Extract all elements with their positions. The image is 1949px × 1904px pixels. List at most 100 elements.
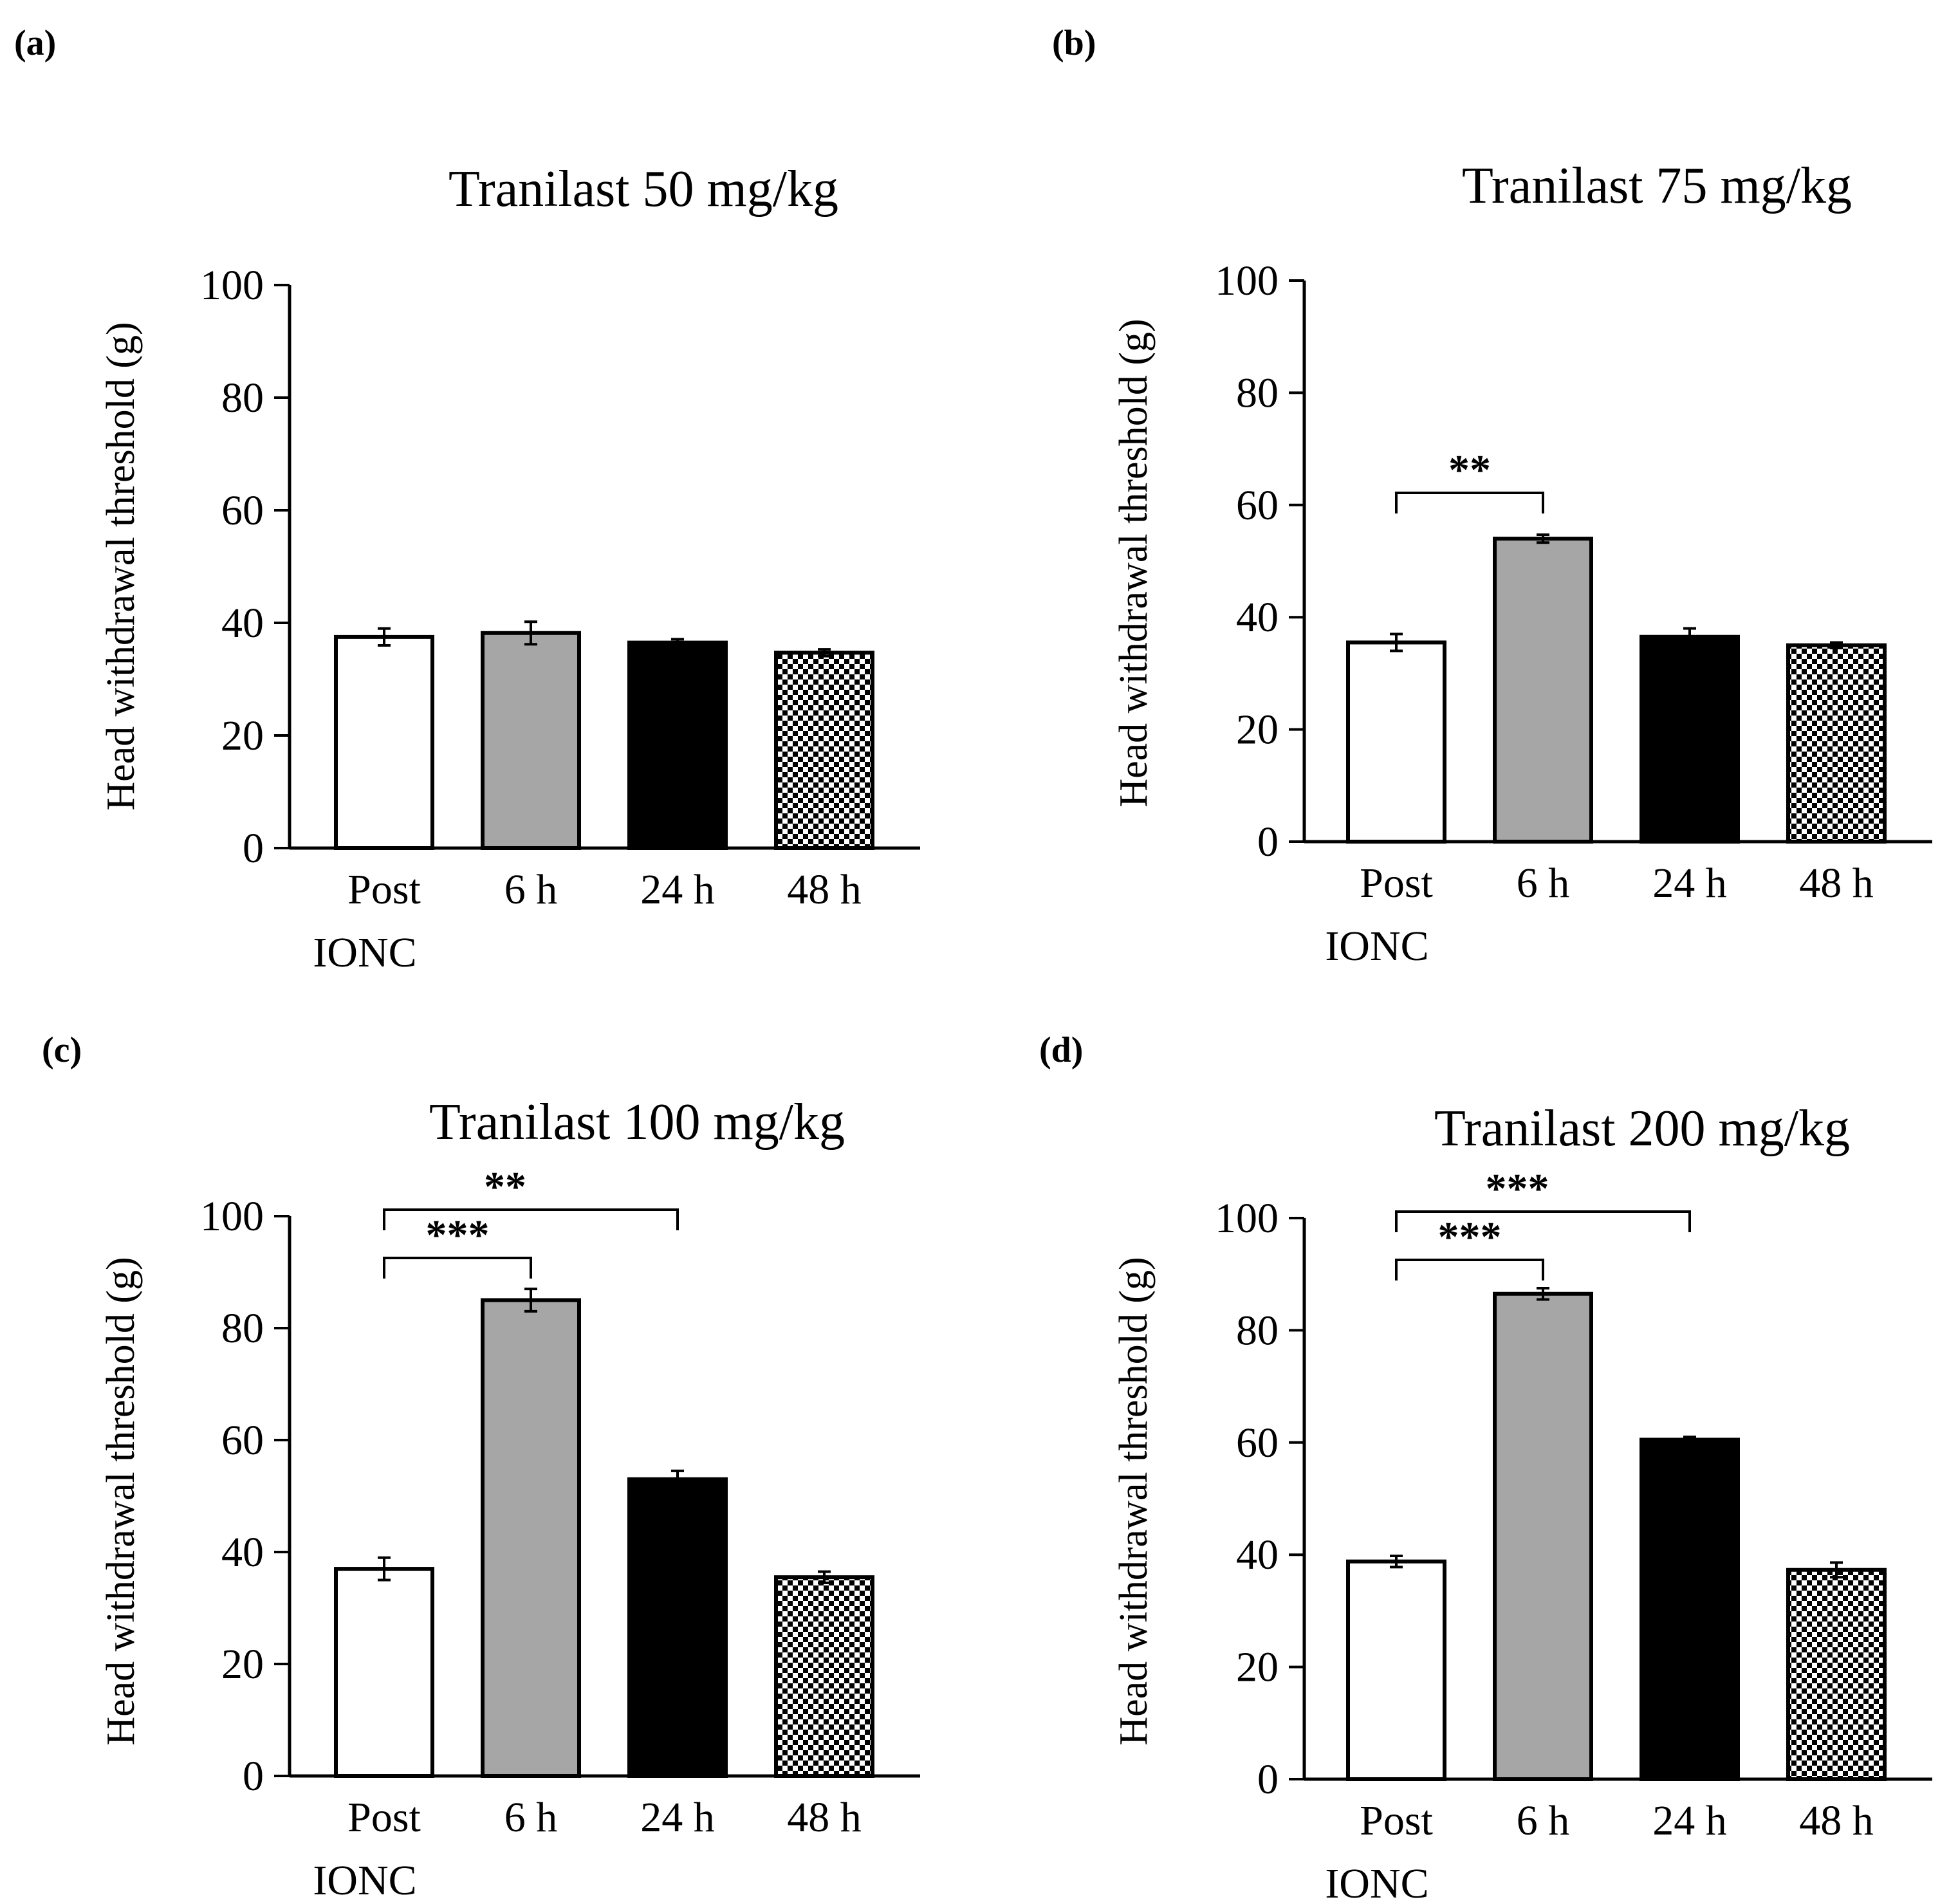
x-tick-label: 48 h <box>1799 1797 1874 1844</box>
significance-bracket: ** <box>383 1163 679 1230</box>
error-bar-post <box>378 1556 391 1582</box>
y-tick-label: 40 <box>1236 594 1279 641</box>
y-tick-label: 40 <box>221 600 264 647</box>
x-tick-label: 24 h <box>640 1794 715 1841</box>
x-tick-labels: Post IONC 6 h 24 h 48 h <box>1325 860 1873 970</box>
significance-bracket: *** <box>1395 1214 1544 1280</box>
x-tick-labels: Post IONC 6 h 24 h 48 h <box>313 1794 861 1904</box>
y-tick-label: 20 <box>221 1641 264 1688</box>
error-bar-post <box>1390 633 1403 652</box>
panel-label: (c) <box>42 1030 82 1070</box>
bar-24-h <box>627 640 728 850</box>
error-bar-24-h <box>671 638 684 647</box>
significance-markers: ***** <box>383 1163 679 1279</box>
chart-title: Tranilast 200 mg/kg <box>1434 1100 1850 1157</box>
error-bars <box>378 620 831 658</box>
x-tick-label: 48 h <box>787 866 862 913</box>
x-tick-label: 48 h <box>1799 860 1874 907</box>
bars <box>334 631 874 850</box>
significance-label: *** <box>426 1212 490 1259</box>
y-tick-label: 80 <box>1236 369 1279 416</box>
error-bars <box>1390 533 1843 652</box>
significance-label: ** <box>1448 447 1491 494</box>
panel-a: (a) Tranilast 50 mg/kg Head withdrawal t… <box>14 23 920 976</box>
x-tick-label: 48 h <box>787 1794 862 1841</box>
error-bars <box>1390 1287 1843 1579</box>
bar-48-h <box>1786 1567 1887 1781</box>
error-bar-post <box>1390 1554 1403 1569</box>
x-tick-label: Post <box>347 866 421 913</box>
y-axis-label: Head withdrawal threshold (g) <box>99 1257 143 1745</box>
error-bar-48-h <box>818 1570 831 1584</box>
y-tick-label: 100 <box>1215 257 1279 304</box>
x-tick-label: Post <box>347 1794 421 1841</box>
significance-label: *** <box>1486 1165 1549 1212</box>
error-bar-48-h <box>818 648 831 658</box>
y-tick-label: 40 <box>1236 1531 1279 1578</box>
x-tick-label: 24 h <box>1652 1797 1727 1844</box>
x-tick-label: 6 h <box>1517 860 1570 907</box>
significance-bracket: *** <box>1395 1165 1691 1232</box>
x-tick-label: 24 h <box>640 866 715 913</box>
x-tick-labels: Post IONC 6 h 24 h 48 h <box>1325 1797 1873 1904</box>
error-bar-24-h <box>1683 627 1696 647</box>
significance-markers: ****** <box>1395 1165 1691 1280</box>
y-tick-label: 20 <box>221 712 264 759</box>
error-bar-6-h <box>1537 533 1549 544</box>
y-tick-label: 60 <box>221 487 264 534</box>
y-tick-label: 60 <box>1236 1419 1279 1466</box>
bar-post <box>1346 640 1446 844</box>
bars <box>334 1298 874 1779</box>
y-axis-label: Head withdrawal threshold (g) <box>99 322 143 810</box>
panel-b: (b) Tranilast 75 mg/kg Head withdrawal t… <box>1052 23 1932 970</box>
bar-48-h <box>1786 643 1887 844</box>
y-tick-label: 100 <box>1215 1195 1279 1242</box>
x-tick-label: 6 h <box>504 1794 558 1841</box>
y-tick-label: 0 <box>1257 818 1279 865</box>
y-tick-label: 100 <box>200 262 264 309</box>
y-tick-label: 60 <box>1236 482 1279 529</box>
error-bar-6-h <box>524 1288 537 1313</box>
error-bar-24-h <box>1683 1436 1696 1444</box>
error-bar-48-h <box>1830 641 1843 650</box>
x-tick-sublabel: IONC <box>1325 923 1428 970</box>
y-tick-label: 0 <box>243 825 264 872</box>
significance-bracket: *** <box>383 1212 532 1279</box>
y-tick-label: 20 <box>1236 707 1279 753</box>
y-tick-labels: 0 20 40 60 80 100 <box>200 1193 290 1800</box>
chart-title: Tranilast 100 mg/kg <box>429 1094 845 1151</box>
error-bar-24-h <box>671 1469 684 1489</box>
error-bar-6-h <box>524 620 537 646</box>
y-tick-label: 20 <box>1236 1644 1279 1691</box>
error-bar-48-h <box>1830 1561 1843 1579</box>
significance-label: *** <box>1438 1214 1502 1261</box>
bar-6-h <box>1493 1291 1593 1781</box>
bar-post <box>334 1567 434 1779</box>
bar-24-h <box>1640 1437 1740 1781</box>
x-tick-label: Post <box>1360 860 1433 907</box>
bar-post <box>1346 1559 1446 1782</box>
error-bar-6-h <box>1537 1287 1549 1301</box>
significance-bracket: ** <box>1395 447 1544 514</box>
bar-6-h <box>481 1298 581 1778</box>
significance-label: ** <box>484 1163 526 1210</box>
x-tick-label: Post <box>1360 1797 1433 1844</box>
x-tick-label: 6 h <box>1517 1797 1570 1844</box>
bar-6-h <box>481 631 581 850</box>
y-tick-label: 80 <box>1236 1307 1279 1354</box>
y-tick-label: 80 <box>221 1305 264 1352</box>
y-tick-label: 80 <box>221 374 264 421</box>
bar-48-h <box>774 1575 874 1778</box>
error-bar-post <box>378 627 391 647</box>
y-tick-labels: 0 20 40 60 80 100 <box>1215 257 1304 865</box>
x-tick-sublabel: IONC <box>1325 1860 1428 1904</box>
x-tick-sublabel: IONC <box>313 1857 416 1904</box>
panel-label: (a) <box>14 23 56 63</box>
bars <box>1346 1291 1887 1782</box>
bar-post <box>334 634 434 850</box>
y-axis-label: Head withdrawal threshold (g) <box>1112 319 1156 807</box>
y-tick-label: 60 <box>221 1417 264 1464</box>
significance-markers: ** <box>1395 447 1544 514</box>
panel-c: (c) Tranilast 100 mg/kg Head withdrawal … <box>42 1030 920 1904</box>
